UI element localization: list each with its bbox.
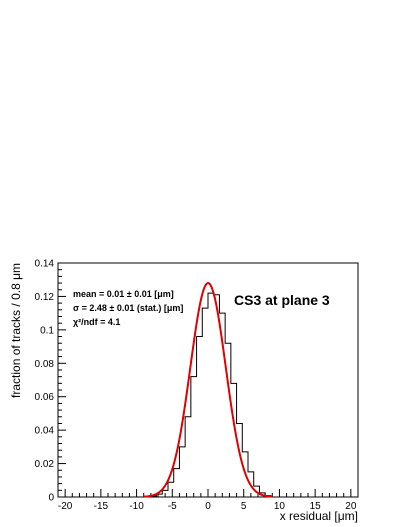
y-tick-labels: 0 0.02 0.04 0.06 0.08 0.1 0.12 0.14 (35, 259, 55, 504)
stat-mean: mean = 0.01 ± 0.01 [μm] (73, 289, 174, 299)
y-axis-title: fraction of tracks / 0.8 μm (9, 263, 23, 398)
x-tick-label: -15 (94, 501, 109, 512)
stat-chi2ndf: χ²/ndf = 4.1 (73, 317, 120, 327)
gaussian-fit-curve (143, 282, 273, 498)
x-tick-label: 0 (205, 501, 211, 512)
y-axis-ticks (58, 262, 66, 498)
x-tick-label: 10 (274, 501, 286, 512)
y-tick-label: 0.14 (35, 259, 55, 270)
y-tick-label: 0.02 (35, 459, 55, 470)
histogram-steps (144, 292, 272, 498)
x-tick-label: 20 (345, 501, 357, 512)
x-tick-label: 15 (310, 501, 322, 512)
plot-title: CS3 at plane 3 (234, 292, 330, 308)
stat-sigma: σ = 2.48 ± 0.01 (stat.) [μm] (73, 303, 183, 313)
x-tick-label: -20 (58, 501, 73, 512)
y-tick-label: 0.1 (40, 325, 54, 336)
x-tick-label: -5 (168, 501, 177, 512)
y-tick-label: 0.12 (35, 292, 55, 303)
x-tick-label: 5 (241, 501, 247, 512)
x-tick-label: -10 (129, 501, 144, 512)
y-tick-label: 0.04 (35, 426, 55, 437)
y-tick-label: 0.06 (35, 392, 55, 403)
y-tick-label: 0 (48, 493, 54, 504)
x-tick-labels: -20 -15 -10 -5 0 5 10 15 20 (58, 501, 357, 512)
x-axis-ticks (57, 489, 359, 497)
x-axis-title: x residual [μm] (280, 509, 358, 523)
y-tick-label: 0.08 (35, 359, 55, 370)
